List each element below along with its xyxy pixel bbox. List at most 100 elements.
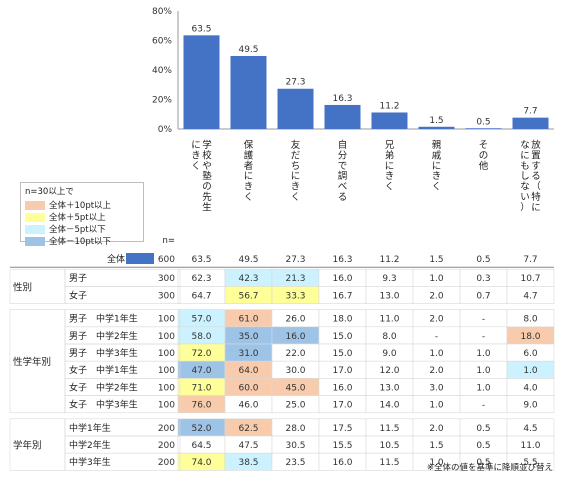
category-label-char: き (244, 182, 254, 193)
category-label-char: に (244, 171, 254, 182)
category-label-char: の (479, 150, 489, 161)
group-label: 性別 (13, 281, 32, 293)
table-cell: 62.5 (238, 424, 258, 434)
table-cell-bg (506, 452, 555, 471)
category-label-char: の (202, 182, 212, 193)
table-cell: 42.3 (238, 274, 258, 284)
group-label-cell (9, 268, 66, 304)
table-cell: 10.5 (379, 441, 399, 451)
table-cell: 58.0 (191, 332, 211, 342)
category-label-char: 護 (244, 149, 254, 161)
bar (277, 88, 314, 129)
table-cell: 61.0 (238, 315, 258, 325)
table-cell: 2.0 (429, 366, 444, 376)
table-cell: 52.0 (191, 424, 211, 434)
category-label-char: そ (479, 140, 489, 151)
category-label-char: る (338, 192, 348, 203)
table-cell: 1.0 (476, 383, 491, 393)
data-label: 7.7 (523, 107, 537, 117)
table-cell: 1.0 (429, 458, 444, 468)
row-label: 女子 中学2年生 (69, 381, 138, 393)
category-label-char: く (385, 182, 395, 193)
row-label: 中学3年生 (69, 456, 111, 468)
category-label-char: 生 (202, 201, 212, 213)
legend-swatch (25, 200, 45, 210)
table-cell: 17.0 (332, 366, 352, 376)
legend-item: 全体＋5pt以上 (25, 211, 139, 223)
table-cell: 1.5 (429, 441, 443, 451)
table-cell: 1.0 (429, 274, 444, 284)
table-cell: 5.5 (523, 458, 537, 468)
table-cell: 17.0 (332, 401, 352, 411)
table-cell: 60.0 (238, 383, 258, 393)
row-label: 女子 (69, 289, 87, 301)
n-value: 200 (158, 458, 175, 468)
group-label: 性学年別 (13, 356, 51, 368)
table-cell: 30.5 (285, 441, 305, 451)
n-value: 100 (158, 366, 175, 376)
group-label: 学年別 (13, 440, 42, 452)
legend-label: 全体－10pt以下 (49, 237, 112, 247)
bar (465, 128, 502, 129)
table-cell: 57.0 (191, 315, 211, 325)
table-cell: - (482, 332, 485, 342)
table-cell: 33.3 (285, 291, 305, 301)
table-cell: 13.0 (379, 383, 399, 393)
category-label-char: く (291, 192, 301, 203)
category-label-char: き (432, 171, 442, 182)
category-label-char: に (191, 140, 201, 151)
table-cell: 31.0 (238, 349, 258, 359)
n-value: 100 (158, 349, 175, 359)
category-label-char: 他 (479, 160, 489, 172)
table-cell: 2.0 (429, 315, 444, 325)
category-label-char: だ (291, 150, 301, 161)
category-label-char: 弟 (385, 149, 395, 161)
data-label: 49.5 (238, 45, 258, 55)
category-label-char: （ (531, 181, 541, 193)
table-cell-bg (506, 286, 555, 304)
table-cell: 3.0 (429, 383, 444, 393)
table-cell: 1.0 (476, 366, 491, 376)
table-cell: - (482, 401, 485, 411)
category-label-char: い (520, 192, 530, 203)
table-cell: 16.0 (332, 458, 352, 468)
n-value: 100 (158, 383, 175, 393)
table-cell: 14.0 (379, 401, 399, 411)
table-cell: 18.0 (520, 332, 540, 342)
category-label-char: な (520, 140, 530, 151)
table-cell: 16.0 (332, 383, 352, 393)
table-cell: 9.0 (523, 401, 538, 411)
category-label-char: す (531, 161, 541, 172)
legend-label: 全体＋10pt以上 (49, 201, 112, 211)
table-cell: 64.5 (191, 441, 211, 451)
table-cell: 15.5 (332, 441, 352, 451)
category-label-char: べ (338, 182, 348, 193)
y-tick-label: 40% (152, 66, 172, 76)
table-cell: 35.0 (238, 332, 258, 342)
table-cell: 11.0 (379, 315, 399, 325)
n-header: n= (162, 236, 175, 246)
category-label-char: 分 (338, 150, 348, 161)
data-label: 11.2 (379, 101, 399, 111)
legend-label: 全体－5pt以下 (49, 225, 106, 235)
total-row-label: 全体 (107, 253, 125, 265)
table-cell: 22.0 (285, 349, 305, 359)
table-cell: 16.7 (332, 291, 352, 301)
category-label-char: 兄 (385, 140, 395, 151)
legend: n=30以上で 全体＋10pt以上 全体＋5pt以上 全体－5pt以下 全体－1… (20, 182, 144, 247)
category-label-char: 友 (291, 139, 301, 151)
legend-label: 全体＋5pt以上 (49, 213, 106, 223)
footnote: ※全体の値を基準に降順並び替え (426, 463, 553, 473)
y-tick-label: 20% (152, 96, 172, 106)
category-label-char: 調 (338, 170, 348, 182)
table-cell: 0.7 (476, 291, 490, 301)
bar (230, 55, 267, 129)
category-label-char: や (202, 161, 212, 172)
table-cell: 11.5 (379, 458, 399, 468)
data-label: 1.5 (429, 116, 443, 126)
table-cell: 11.5 (379, 424, 399, 434)
category-label-char: に (291, 171, 301, 182)
y-tick-label: 60% (152, 37, 172, 47)
table-cell: 47.0 (191, 366, 211, 376)
n-value: 200 (158, 424, 175, 434)
